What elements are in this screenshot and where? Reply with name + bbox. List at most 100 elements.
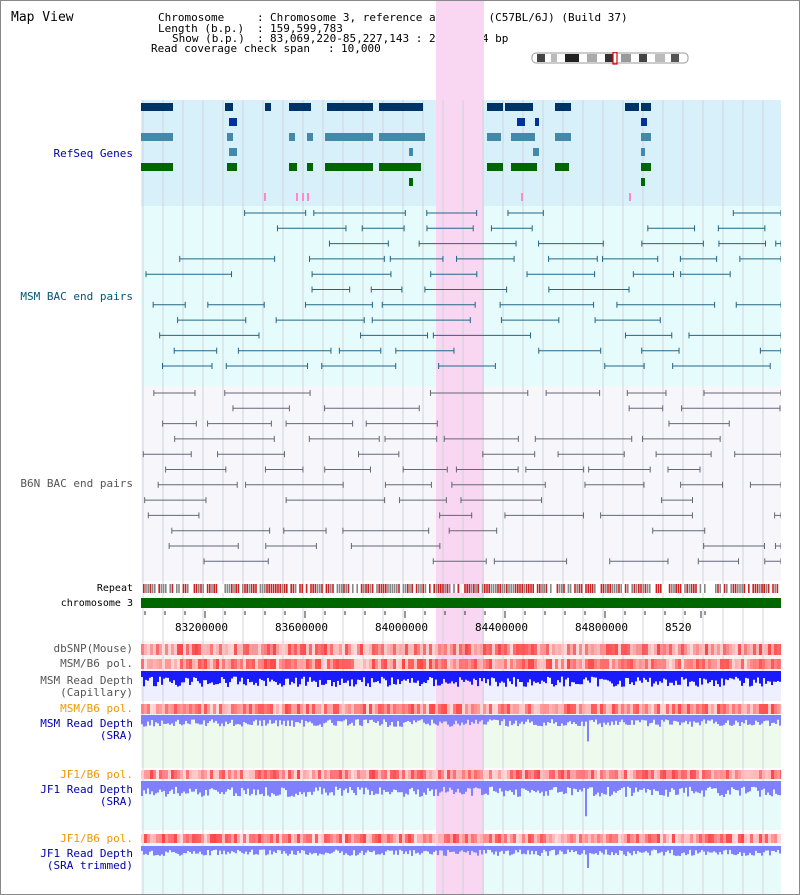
msm-depth-cap-bar [421, 671, 423, 684]
jf1-depth-trim-bar [189, 846, 191, 853]
dbsnp-heat-cell [366, 644, 369, 655]
msm-depth-cap-bar [309, 671, 311, 678]
msm-depth-sra-bar [193, 715, 195, 720]
jf1-depth-sra-bar [145, 781, 147, 794]
jf1-depth-trim-bar [321, 846, 323, 855]
msm-b6-pol-cell [318, 659, 321, 669]
jf1-depth-sra-bar [777, 781, 779, 795]
jf1-depth-sra-bar [721, 781, 723, 795]
msm-depth-sra-bar [669, 715, 671, 725]
jf1-depth-sra-bar [641, 781, 643, 790]
msm-b6-pol2-cell [339, 704, 342, 714]
gene-feature [141, 103, 173, 111]
jf1-depth-trim-bar [495, 846, 497, 852]
jf1-depth-sra-bar [557, 781, 559, 793]
msm-depth-sra-bar [755, 715, 757, 721]
jf1-depth-trim-bar [615, 846, 617, 854]
msm-depth-cap-bar [355, 671, 357, 685]
jf1-b6-pol2-cell [405, 834, 408, 843]
jf1-b6-pol2-cell [195, 834, 198, 843]
jf1-depth-sra-bar [469, 781, 471, 789]
msm-depth-cap-bar [613, 671, 615, 687]
jf1-depth-sra-bar [231, 781, 233, 788]
msm-depth-cap-bar [207, 671, 209, 685]
jf1-depth-sra-bar [397, 781, 399, 793]
jf1-depth-sra-bar [209, 781, 211, 790]
dbsnp-heat-cell [255, 644, 258, 655]
msm-depth-cap-bar [223, 671, 225, 680]
chromosome-bar [141, 598, 781, 608]
jf1-depth-trim-bar [443, 846, 445, 856]
jf1-b6-pol-cell [510, 770, 513, 779]
jf1-depth-trim-bar [567, 846, 569, 850]
msm-b6-pol2-cell [342, 704, 345, 714]
jf1-depth-trim-bar [695, 846, 697, 851]
dbsnp-heat-cell [612, 644, 615, 655]
jf1-depth-sra-bar [369, 781, 371, 795]
msm-depth-sra-bar [159, 715, 161, 727]
msm-depth-cap-bar [581, 671, 583, 685]
dbsnp-heat-cell [537, 644, 540, 655]
msm-b6-pol-cell [201, 659, 204, 669]
msm-depth-cap-bar [319, 671, 321, 680]
msm-b6-pol-cell [375, 659, 378, 669]
show-label: Show (b.p.) [172, 32, 245, 45]
jf1-depth-sra-bar [669, 781, 671, 792]
jf1-depth-trim-bar [337, 846, 339, 851]
gene-feature [379, 103, 423, 111]
jf1-depth-sra-bar [277, 781, 279, 796]
repeat-mark [330, 584, 332, 593]
jf1-depth-trim-bar [671, 846, 673, 850]
msm-depth-cap-bar [661, 671, 663, 683]
dbsnp-heat-cell [333, 644, 336, 655]
jf1-b6-pol2-cell [141, 834, 144, 843]
jf1-depth-trim-bar [407, 846, 409, 855]
msm-depth-sra-bar [603, 715, 605, 723]
msm-b6-pol2-cell [762, 704, 765, 714]
msm-depth-sra-bar [151, 715, 153, 721]
jf1-depth-sra-bar [391, 781, 393, 793]
msm-b6-pol2-cell [282, 704, 285, 714]
msm-depth-sra-bar [199, 715, 201, 725]
jf1-b6-pol2-cell [525, 834, 528, 843]
msm-depth-cap-bar [459, 671, 461, 678]
msm-depth-cap-bar [501, 671, 503, 682]
jf1-b6-pol-cell [198, 770, 201, 779]
dbsnp-heat-cell [204, 644, 207, 655]
jf1-b6-pol2-cell [684, 834, 687, 843]
msm-depth-cap-bar [645, 671, 647, 680]
msm-depth-cap-bar [479, 671, 481, 679]
jf1-depth-trim-bar [387, 846, 389, 851]
jf1-b6-pol2-cell [369, 834, 372, 843]
msm-depth-cap-bar [769, 671, 771, 682]
jf1-depth-trim-bar [485, 846, 487, 854]
track-label-b6n-bac[interactable]: B6N BAC end pairs [20, 477, 133, 490]
gene-marker [264, 193, 266, 201]
axis-tick-label: 83200000 [175, 621, 228, 634]
msm-depth-sra-bar [561, 715, 563, 724]
jf1-b6-pol-cell [303, 770, 306, 779]
chromosome-ideogram[interactable] [531, 52, 691, 65]
dbsnp-heat-cell [678, 644, 681, 655]
msm-depth-sra-bar [529, 715, 531, 723]
gene-feature [289, 133, 295, 141]
msm-depth-sra-bar [759, 715, 761, 725]
dbsnp-heat-cell [672, 644, 675, 655]
track-label-refseq[interactable]: RefSeq Genes [53, 147, 133, 160]
dbsnp-heat-cell [600, 644, 603, 655]
jf1-depth-sra-bar [497, 781, 499, 794]
msm-depth-sra-bar [379, 715, 381, 726]
gene-feature [289, 163, 297, 171]
msm-b6-pol-cell [303, 659, 306, 669]
genome-map-plot[interactable]: 83200000 83600000 84000000 84400000 84800000… [141, 1, 781, 894]
repeat-mark [345, 584, 347, 593]
jf1-depth-trim-bar [641, 846, 643, 853]
msm-depth-sra-bar [511, 715, 513, 726]
msm-depth-sra-bar [751, 715, 753, 726]
msm-b6-pol2-cell [774, 704, 777, 714]
track-label-msm-bac[interactable]: MSM BAC end pairs [20, 290, 133, 303]
jf1-b6-pol-cell [486, 770, 489, 779]
jf1-b6-pol2-cell [762, 834, 765, 843]
jf1-b6-pol-cell [327, 770, 330, 779]
jf1-depth-trim-bar [299, 846, 301, 854]
